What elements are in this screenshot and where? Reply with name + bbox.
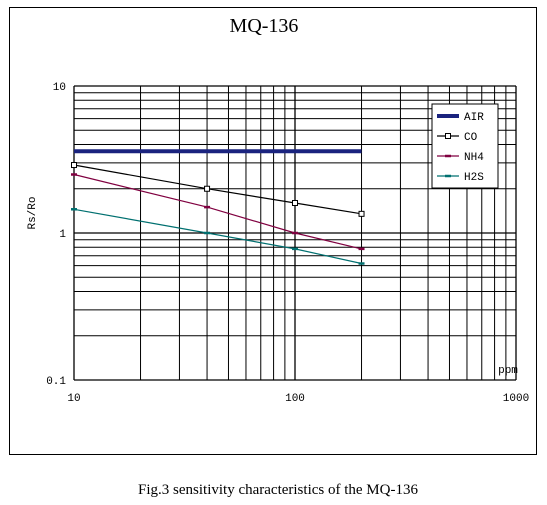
- x-tick-label: 1000: [503, 393, 529, 405]
- x-tick-label: 100: [285, 393, 305, 405]
- legend-label: H2S: [464, 172, 484, 184]
- legend-label: CO: [464, 132, 478, 144]
- data-point: [71, 162, 77, 169]
- legend-label: NH4: [464, 152, 484, 164]
- grid-layer: [73, 85, 517, 381]
- legend-label: AIR: [464, 112, 484, 124]
- series-layer: [71, 149, 365, 265]
- series-nh4: [71, 173, 365, 251]
- series-line: [73, 173, 362, 250]
- series-line: [73, 164, 362, 215]
- series-h2s: [71, 208, 365, 265]
- series-co: [71, 162, 365, 217]
- chart-frame: [9, 7, 537, 455]
- y-axis-label: Rs/Ro: [27, 196, 39, 229]
- axis-layer: 10 100 1000 10 1 0.1 ppm Rs/Ro: [27, 82, 529, 405]
- y-tick-label: 10: [53, 82, 66, 94]
- y-tick-label: 1: [59, 229, 66, 241]
- data-point: [358, 210, 365, 217]
- data-point: [292, 199, 298, 206]
- series-line: [73, 208, 362, 265]
- data-point: [204, 185, 211, 192]
- chart-title: MQ-136: [230, 15, 299, 37]
- x-axis-label: ppm: [498, 365, 518, 377]
- y-tick-label: 0.1: [46, 376, 66, 388]
- legend-marker: [445, 133, 451, 139]
- figure-caption: Fig.3 sensitivity characteristics of the…: [138, 482, 418, 498]
- legend: AIR CO NH4 H2S: [431, 103, 499, 189]
- x-tick-label: 10: [67, 393, 80, 405]
